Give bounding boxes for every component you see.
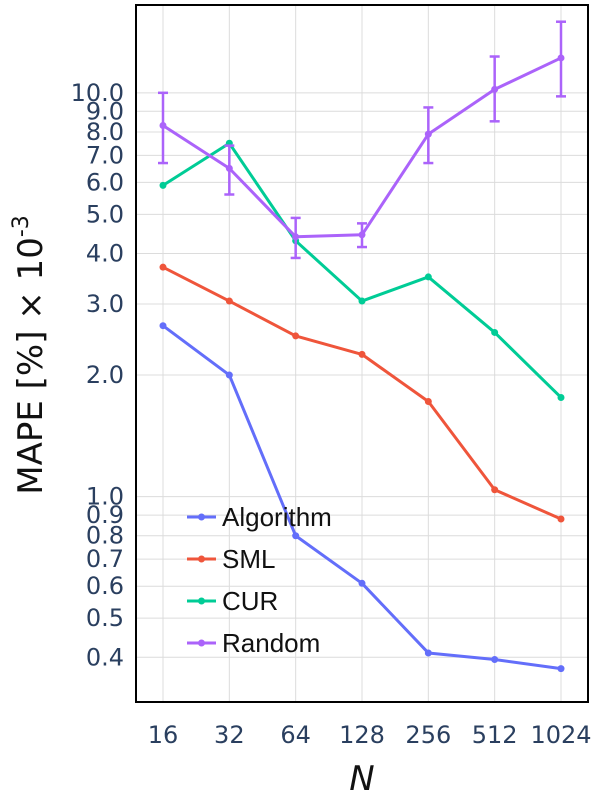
y-tick-label: 0.7	[86, 545, 124, 573]
series-sml	[159, 263, 565, 523]
legend-marker	[198, 555, 205, 563]
legend[interactable]: Algorithm SML CUR Random	[187, 502, 332, 658]
data-point-sml	[292, 332, 300, 340]
data-point-sml	[424, 398, 432, 406]
x-tick-label: 128	[339, 721, 385, 749]
y-tick-label: 9.0	[86, 97, 124, 125]
data-point-algorithm	[424, 649, 432, 657]
data-point-random	[424, 130, 432, 138]
data-point-sml	[225, 297, 233, 305]
x-tick-label: 16	[148, 721, 179, 749]
legend-marker	[198, 597, 205, 605]
data-point-algorithm	[557, 665, 565, 673]
data-point-cur	[557, 393, 565, 401]
legend-label: CUR	[222, 586, 278, 616]
data-point-cur	[358, 297, 366, 305]
y-tick-label: 0.4	[86, 643, 124, 671]
y-tick-label: 0.5	[86, 604, 124, 632]
data-point-cur	[491, 328, 499, 336]
y-tick-label: 0.9	[86, 501, 124, 529]
data-point-random	[159, 121, 167, 129]
data-point-algorithm	[292, 532, 300, 540]
y-tick-label: 7.0	[86, 141, 124, 169]
data-point-algorithm	[225, 371, 233, 379]
y-axis-title-main: MAPE [%] × 10	[11, 237, 51, 495]
y-tick-label: 0.8	[86, 522, 124, 550]
data-point-algorithm	[159, 322, 167, 330]
x-tick-label: 32	[214, 721, 245, 749]
y-axis-title: MAPE [%] × 10-3	[9, 215, 51, 495]
legend-label: Random	[222, 628, 320, 658]
y-tick-label: 2.0	[86, 361, 124, 389]
x-tick-label: 512	[472, 721, 518, 749]
legend-item-cur[interactable]: CUR	[187, 586, 278, 616]
y-tick-label: 0.6	[86, 572, 124, 600]
x-tick-label: 64	[280, 721, 311, 749]
y-tick-label: 4.0	[86, 240, 124, 268]
legend-label: SML	[222, 544, 275, 574]
data-point-random	[557, 54, 565, 62]
y-axis-title-exponent: -3	[9, 215, 34, 237]
legend-marker	[198, 639, 205, 647]
data-point-random	[225, 164, 233, 172]
y-tick-label: 3.0	[86, 290, 124, 318]
legend-item-random[interactable]: Random	[187, 628, 320, 658]
data-point-sml	[159, 263, 167, 271]
data-point-cur	[424, 273, 432, 281]
data-point-random	[292, 233, 300, 241]
data-point-cur	[159, 181, 167, 189]
y-tick-label: 6.0	[86, 168, 124, 196]
legend-item-algorithm[interactable]: Algorithm	[187, 502, 332, 532]
data-point-sml	[557, 515, 565, 523]
data-point-random	[491, 85, 499, 93]
data-point-sml	[358, 350, 366, 358]
x-tick-label: 1024	[530, 721, 591, 749]
x-tick-label: 256	[405, 721, 451, 749]
data-point-algorithm	[491, 656, 499, 664]
plot-frame	[135, 4, 589, 703]
y-tick-label: 8.0	[86, 118, 124, 146]
legend-item-sml[interactable]: SML	[187, 544, 275, 574]
data-point-sml	[491, 486, 499, 494]
y-tick-label: 1.0	[86, 483, 124, 511]
series-random	[158, 20, 566, 260]
data-point-random	[358, 231, 366, 239]
legend-marker	[198, 513, 205, 521]
y-tick-label: 10.0	[71, 79, 124, 107]
gridlines	[136, 5, 588, 702]
data-point-algorithm	[358, 579, 366, 587]
series-layer	[158, 20, 566, 673]
legend-label: Algorithm	[222, 502, 332, 532]
y-tick-labels: 0.4 0.5 0.60.70.80.91.0 2.0 3.0 4.0 5.0 6.07.08…	[71, 79, 124, 671]
series-algorithm	[159, 322, 565, 673]
x-axis-title: N	[349, 759, 374, 799]
series-cur	[159, 139, 565, 401]
x-tick-labels: 16 32 64 128 256 512 1024	[148, 721, 592, 749]
y-tick-label: 5.0	[86, 200, 124, 228]
